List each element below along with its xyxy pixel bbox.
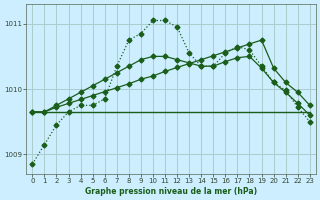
- X-axis label: Graphe pression niveau de la mer (hPa): Graphe pression niveau de la mer (hPa): [85, 187, 257, 196]
